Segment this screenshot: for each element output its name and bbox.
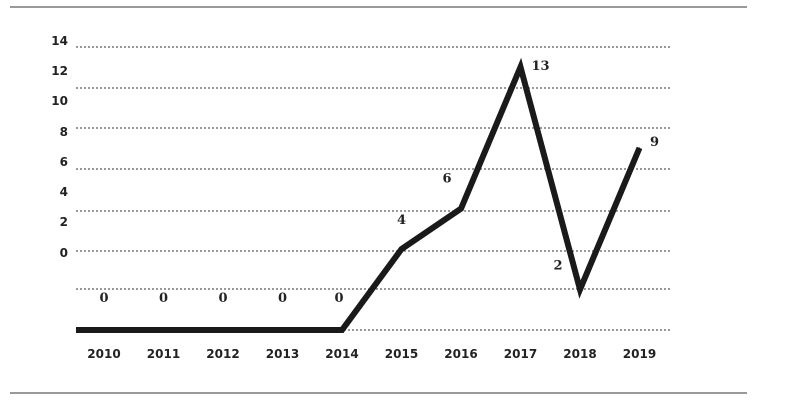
data-label: 2 bbox=[553, 259, 562, 274]
data-label: 4 bbox=[397, 213, 406, 228]
data-point bbox=[401, 248, 402, 250]
y-tick-label: 12 bbox=[51, 64, 68, 78]
x-tick-label: 2018 bbox=[563, 347, 596, 361]
data-point bbox=[460, 208, 462, 210]
y-tick-label: 6 bbox=[60, 155, 68, 169]
data-point bbox=[639, 147, 640, 149]
x-tick-label: 2016 bbox=[444, 347, 477, 361]
y-axis-ticks: 14 12 10 8 6 4 2 0 bbox=[51, 34, 68, 260]
x-tick-label: 2017 bbox=[504, 347, 537, 361]
data-point bbox=[579, 289, 581, 291]
x-tick-label: 2019 bbox=[623, 347, 656, 361]
x-tick-label: 2010 bbox=[87, 347, 120, 361]
y-tick-label: 0 bbox=[60, 246, 68, 260]
data-label: 6 bbox=[442, 172, 451, 187]
data-point bbox=[520, 66, 521, 68]
x-axis-ticks: 2010 2011 2012 2013 2014 2015 2016 2017 2018 2019 bbox=[87, 347, 656, 361]
data-label: 13 bbox=[531, 59, 549, 74]
data-point bbox=[341, 329, 343, 331]
data-label: 0 bbox=[99, 291, 108, 306]
y-tick-label: 2 bbox=[60, 215, 68, 229]
data-point bbox=[163, 329, 164, 331]
data-label: 0 bbox=[218, 291, 227, 306]
data-labels: 0 0 0 0 0 4 6 13 2 9 bbox=[99, 59, 659, 306]
x-tick-label: 2014 bbox=[325, 347, 358, 361]
x-tick-label: 2011 bbox=[147, 347, 180, 361]
series-line-group bbox=[76, 57, 643, 333]
y-tick-label: 14 bbox=[51, 34, 68, 48]
data-point bbox=[222, 329, 224, 331]
data-point bbox=[103, 329, 105, 331]
data-label: 9 bbox=[650, 135, 659, 150]
y-tick-label: 4 bbox=[60, 185, 68, 199]
data-point bbox=[282, 329, 283, 331]
x-tick-label: 2015 bbox=[385, 347, 418, 361]
data-label: 0 bbox=[159, 291, 168, 306]
x-tick-label: 2012 bbox=[206, 347, 239, 361]
data-label: 0 bbox=[334, 291, 343, 306]
y-tick-label: 10 bbox=[51, 94, 68, 108]
x-tick-label: 2013 bbox=[266, 347, 299, 361]
data-label: 0 bbox=[278, 291, 287, 306]
y-tick-label: 8 bbox=[60, 125, 68, 139]
